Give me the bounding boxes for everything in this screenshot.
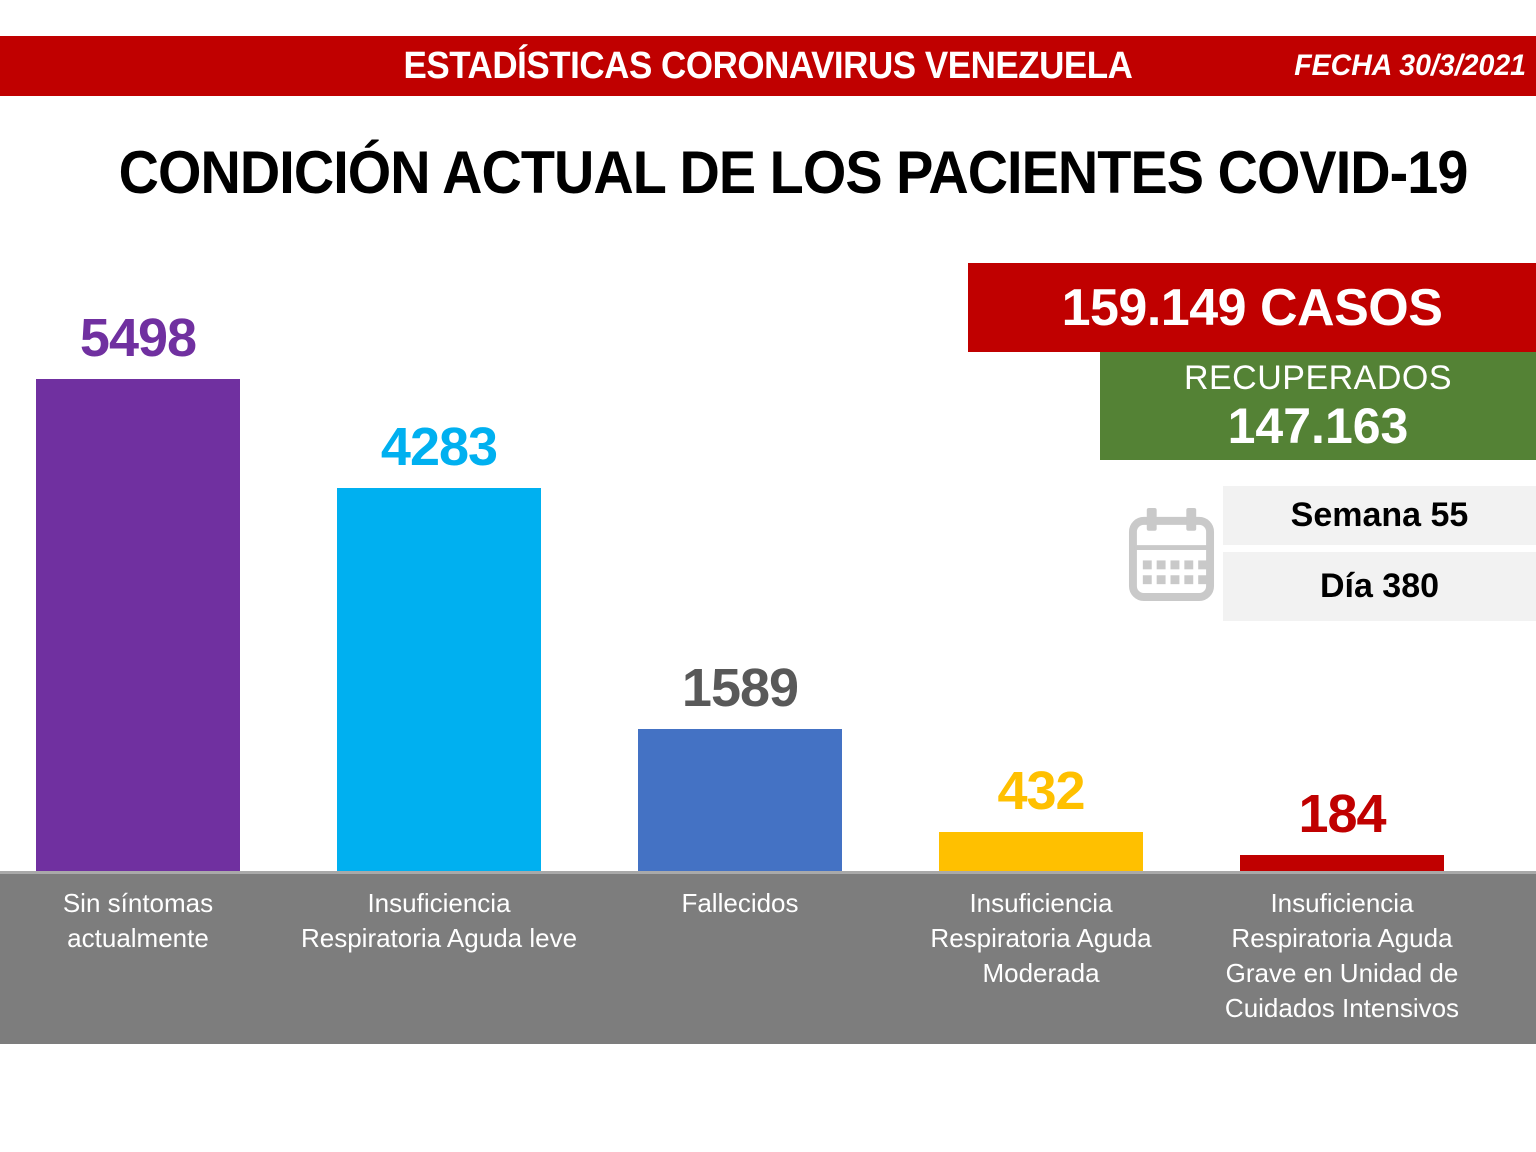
- bar-1: [36, 379, 240, 871]
- recovered-value: 147.163: [1227, 398, 1409, 454]
- day-label: Día 380: [1319, 567, 1440, 605]
- header-title: ESTADÍSTICAS CORONAVIRUS VENEZUELA: [403, 45, 1133, 87]
- category-label-2: Insuficiencia Respiratoria Aguda leve: [300, 888, 578, 953]
- bar-value-3: 1589: [681, 658, 799, 718]
- category-label-3: Fallecidos: [681, 888, 799, 918]
- recovered-title: RECUPERADOS: [1183, 359, 1453, 397]
- category-label-4: Insuficiencia Respiratoria Aguda Moderada: [930, 888, 1152, 988]
- week-box: Semana 55: [1223, 486, 1536, 545]
- calendar-icon: [1128, 508, 1215, 601]
- day-box: Día 380: [1223, 552, 1536, 621]
- header-band: ESTADÍSTICAS CORONAVIRUS VENEZUELA FECHA…: [0, 36, 1536, 96]
- bar-value-4: 432: [997, 761, 1085, 821]
- week-label: Semana 55: [1290, 496, 1469, 534]
- bar-3: [638, 729, 842, 871]
- bar-4: [939, 832, 1143, 871]
- bar-value-1: 5498: [79, 308, 197, 368]
- bar-5: [1240, 855, 1444, 871]
- bar-value-2: 4283: [380, 417, 498, 477]
- category-label-1: Sin síntomas actualmente: [62, 888, 214, 953]
- category-label-5: Insuficiencia Respiratoria Aguda Grave en …: [1224, 888, 1460, 1023]
- total-cases-label: 159.149 CASOS: [1061, 278, 1443, 337]
- recovered-box: RECUPERADOS 147.163: [1100, 352, 1536, 460]
- page-title: CONDICIÓN ACTUAL DE LOS PACIENTES COVID-…: [118, 139, 1469, 206]
- bar-value-5: 184: [1298, 784, 1386, 844]
- category-strip: Sin síntomas actualmente Insuficiencia Resp…: [0, 871, 1536, 1044]
- header-date-label: FECHA 30/3/2021: [1294, 49, 1526, 82]
- bar-2: [337, 488, 541, 871]
- total-cases-box: 159.149 CASOS: [968, 263, 1536, 352]
